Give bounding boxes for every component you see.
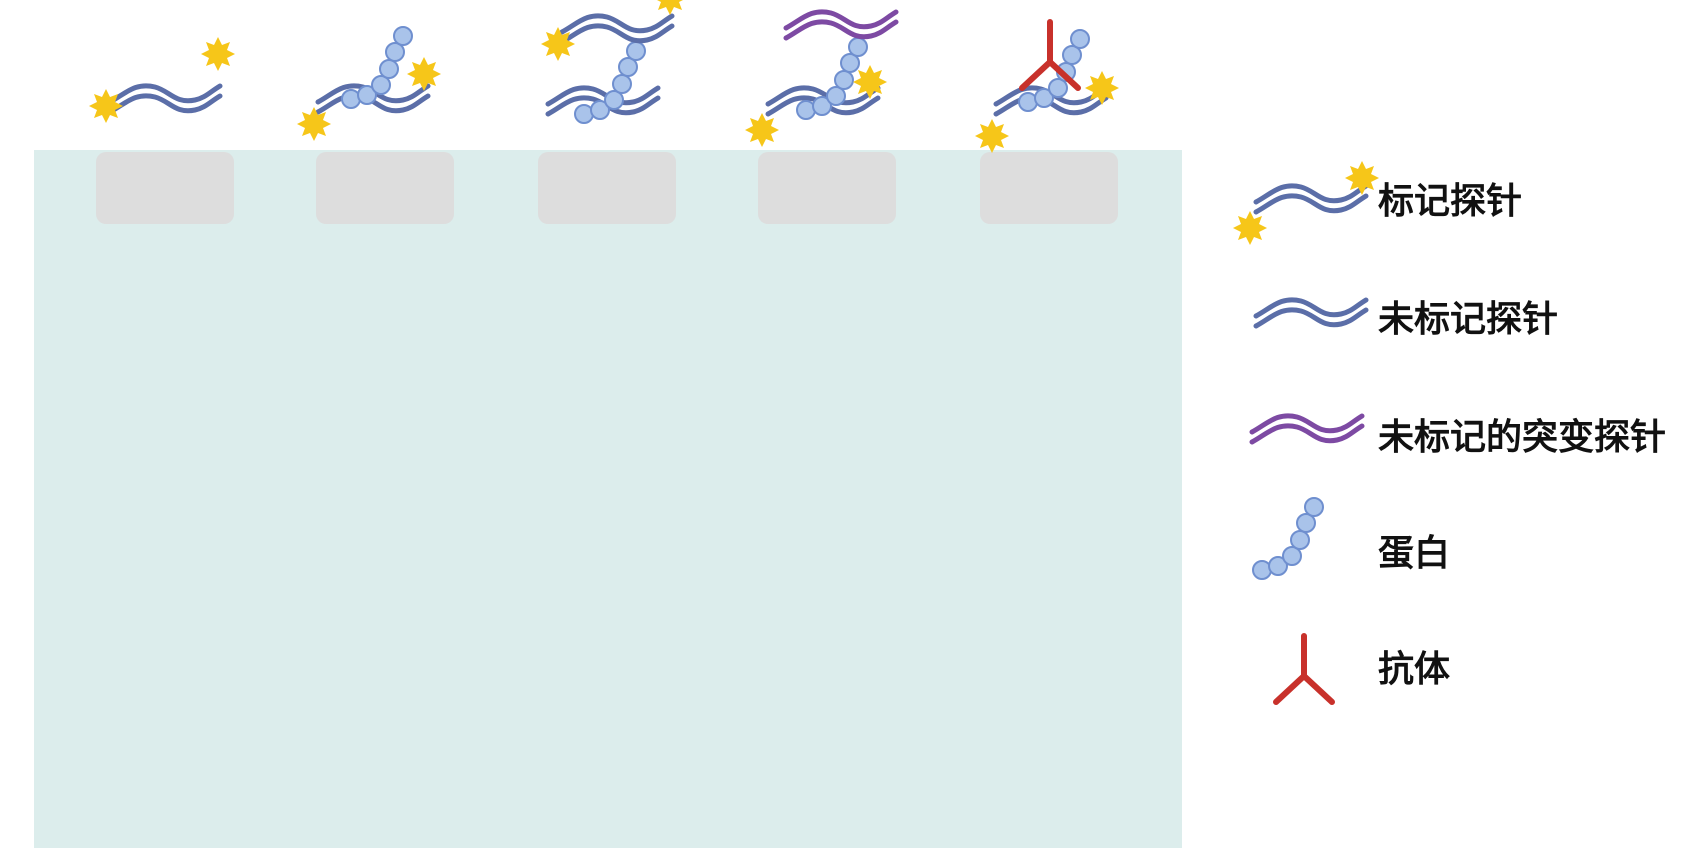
lane-5-supershift — [975, 22, 1119, 153]
label-star — [975, 119, 1009, 153]
legend-icon-unlabeled-probe — [1256, 300, 1366, 326]
mutant-probe-strand — [1252, 416, 1362, 442]
lane-4-mutant-probe — [786, 12, 896, 38]
antibody — [1276, 636, 1332, 702]
well-4 — [758, 152, 896, 224]
lane-4-mutant-competition — [745, 37, 887, 147]
probe-strand — [1256, 300, 1366, 326]
wells — [96, 152, 1118, 224]
legend-label-labeled-probe: 标记探针 — [1378, 181, 1523, 222]
gel — [34, 150, 1182, 848]
label-star — [407, 57, 441, 91]
probe-strand — [1256, 186, 1366, 212]
label-star — [853, 65, 887, 99]
probe-strand — [110, 86, 220, 112]
label-star — [745, 113, 779, 147]
legend-icon-protein — [1252, 497, 1324, 580]
label-star — [297, 107, 331, 141]
label-star — [89, 89, 123, 123]
label-star — [653, 0, 687, 15]
lane-1-labeled-probe — [89, 37, 235, 123]
well-2 — [316, 152, 454, 224]
legend-label-unlabeled-probe: 未标记探针 — [1378, 299, 1559, 340]
label-star — [1345, 161, 1379, 195]
well-5 — [980, 152, 1118, 224]
label-star — [1233, 211, 1267, 245]
legend-label-unlabeled-mutant-probe: 未标记的突变探针 — [1378, 417, 1667, 458]
lane-2-labeled-probe-protein — [297, 26, 441, 141]
legend-label-protein: 蛋白 — [1378, 533, 1451, 574]
well-1 — [96, 152, 234, 224]
well-3 — [538, 152, 676, 224]
lane-3-labeled-probe — [541, 0, 687, 61]
legend-icon-labeled-probe — [1233, 161, 1379, 245]
legend-icon-antibody — [1276, 636, 1332, 702]
lane-3-competition — [548, 41, 658, 124]
mutant-probe-strand — [786, 12, 896, 38]
legend-label-antibody: 抗体 — [1378, 649, 1451, 690]
probe-strand — [562, 16, 672, 42]
legend-icon-mutant-probe — [1252, 416, 1362, 442]
protein — [1252, 497, 1324, 580]
protein — [1018, 29, 1090, 112]
label-star — [1085, 71, 1119, 105]
label-star — [201, 37, 235, 71]
label-star — [541, 27, 575, 61]
